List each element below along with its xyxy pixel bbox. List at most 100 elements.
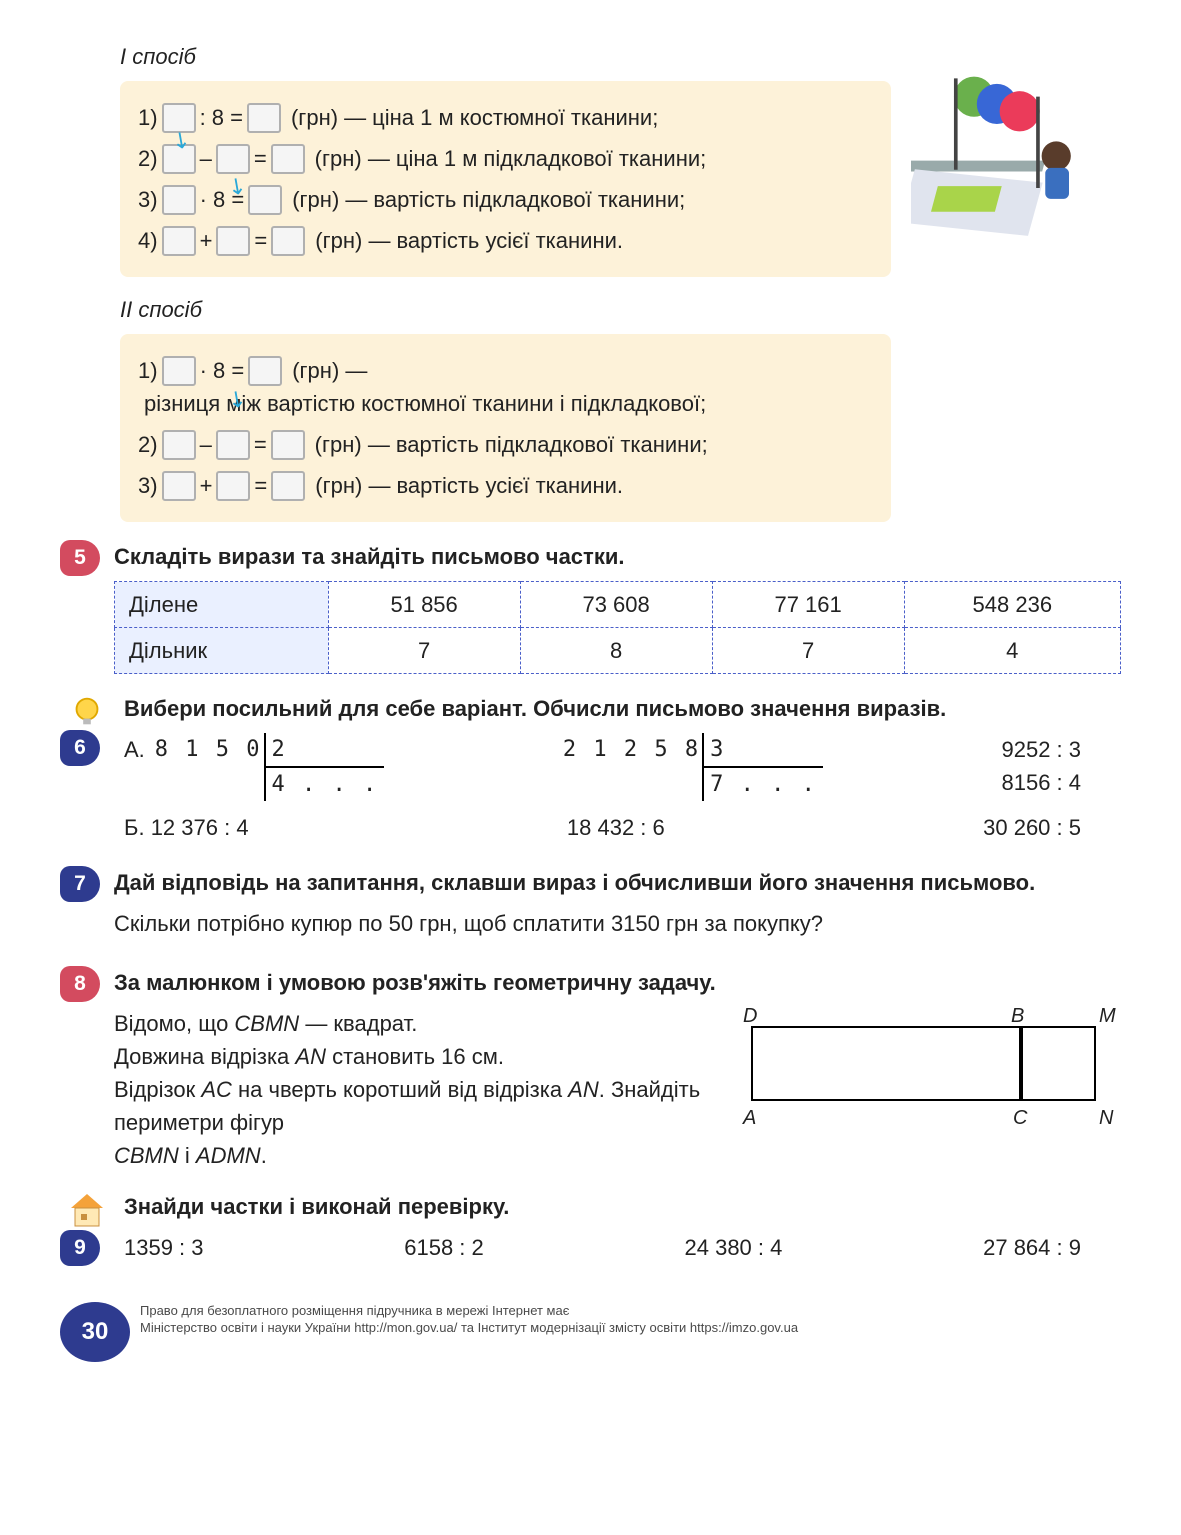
cell: 4: [904, 628, 1120, 674]
blank-box[interactable]: [216, 226, 250, 256]
task7-text: Скільки потрібно купюр по 50 грн, щоб сп…: [114, 907, 1121, 940]
op: : 8 =: [200, 101, 243, 134]
task-number-7: 7: [60, 866, 100, 902]
variant-a: А.: [124, 733, 145, 801]
blank-box[interactable]: [162, 103, 196, 133]
expression: 1359 : 3: [124, 1231, 204, 1264]
house-icon: [67, 1190, 107, 1230]
task-8: 8 За малюнком і умовою розв'яжіть геомет…: [60, 966, 1121, 1172]
blank-box[interactable]: [271, 226, 305, 256]
blank-box[interactable]: [271, 144, 305, 174]
blank-box[interactable]: [271, 430, 305, 460]
blank-box[interactable]: [162, 144, 196, 174]
m1-line4-num: 4): [138, 224, 158, 257]
op: –: [200, 428, 212, 461]
expression: 8156 : 4: [1001, 766, 1081, 799]
geometry-diagram: D B M A C N: [741, 1011, 1121, 1121]
task-5: 5 Складіть вирази та знайдіть письмово ч…: [60, 540, 1121, 674]
task-number-6: 6: [60, 730, 100, 766]
task8-title: За малюнком і умовою розв'яжіть геометри…: [114, 966, 1121, 999]
cell: 8: [520, 628, 712, 674]
unit: (грн) —: [315, 428, 390, 461]
expression: 6158 : 2: [404, 1231, 484, 1264]
desc: різниця між вартістю костюмної тканини і…: [144, 387, 706, 420]
task-number-5: 5: [60, 540, 100, 576]
task6-title: Вибери посильний для себе варіант. Обчис…: [124, 692, 1121, 725]
m2-line3-num: 3): [138, 469, 158, 502]
footer-text: Право для безоплатного розміщення підруч…: [140, 1303, 798, 1337]
eq: =: [254, 224, 267, 257]
blank-box[interactable]: [271, 471, 305, 501]
blank-box[interactable]: [162, 471, 196, 501]
blank-box[interactable]: [162, 226, 196, 256]
op: +: [200, 469, 213, 502]
op: · 8 =: [200, 354, 245, 387]
row-label: Ділене: [115, 582, 329, 628]
desc: ціна 1 м підкладкової тканини;: [396, 142, 706, 175]
method1-box: ↘ ↘ 1) : 8 = (грн) — ціна 1 м костюмної …: [120, 81, 891, 277]
cell: 548 236: [904, 582, 1120, 628]
sewing-illustration: [911, 51, 1101, 261]
expression: 12 376 : 4: [151, 815, 249, 840]
unit: (грн) —: [292, 183, 367, 216]
desc: вартість підкладкової тканини;: [373, 183, 685, 216]
cell: 73 608: [520, 582, 712, 628]
desc: вартість підкладкової тканини;: [396, 428, 708, 461]
task8-text: Відомо, що CBMN — квадрат. Довжина відрі…: [114, 1007, 721, 1172]
task-number-9: 9: [60, 1230, 100, 1266]
method2-title: II спосіб: [120, 293, 1121, 326]
op: +: [200, 224, 213, 257]
task7-title: Дай відповідь на запитання, склавши вира…: [114, 866, 1121, 899]
unit: (грн) —: [292, 354, 367, 387]
eq: =: [254, 428, 267, 461]
m2-line2-num: 2): [138, 428, 158, 461]
m1-line2-num: 2): [138, 142, 158, 175]
blank-box[interactable]: [216, 144, 250, 174]
task-6: 6 Вибери посильний для себе варіант. Обч…: [60, 692, 1121, 848]
task9-title: Знайди частки і виконай перевірку.: [124, 1190, 1121, 1223]
expression: 27 864 : 9: [983, 1231, 1081, 1264]
desc: вартість усієї тканини.: [396, 224, 623, 257]
desc: ціна 1 м костюмної тканини;: [372, 101, 658, 134]
task5-title: Складіть вирази та знайдіть письмово час…: [114, 540, 1121, 573]
expression: 18 432 : 6: [567, 811, 665, 844]
blank-box[interactable]: [162, 356, 196, 386]
blank-box[interactable]: [216, 471, 250, 501]
m1-line3-num: 3): [138, 183, 158, 216]
task-number-8: 8: [60, 966, 100, 1002]
op: –: [200, 142, 212, 175]
eq: =: [254, 469, 267, 502]
method2-box: ↘ 1) · 8 = (грн) — різниця між вартістю …: [120, 334, 891, 522]
task5-table: Ділене 51 856 73 608 77 161 548 236 Діль…: [114, 581, 1121, 674]
cell: 77 161: [712, 582, 904, 628]
cell: 7: [328, 628, 520, 674]
op: · 8 =: [200, 183, 245, 216]
expression: 24 380 : 4: [685, 1231, 783, 1264]
unit: (грн) —: [315, 469, 390, 502]
task-7: 7 Дай відповідь на запитання, склавши ви…: [60, 866, 1121, 948]
m1-line1-num: 1): [138, 101, 158, 134]
unit: (грн) —: [291, 101, 366, 134]
blank-box[interactable]: [248, 185, 282, 215]
blank-box[interactable]: [162, 430, 196, 460]
unit: (грн) —: [315, 224, 390, 257]
unit: (грн) —: [315, 142, 390, 175]
variant-b: Б.: [124, 815, 145, 840]
page-number: 30: [60, 1302, 130, 1362]
cell: 7: [712, 628, 904, 674]
long-division: 8 1 5 0 24 . . .: [155, 733, 384, 801]
expression: 9252 : 3: [1001, 733, 1081, 766]
lightbulb-icon: [68, 692, 106, 730]
long-division: 2 1 2 5 8 37 . . .: [563, 733, 823, 801]
cell: 51 856: [328, 582, 520, 628]
blank-box[interactable]: [162, 185, 196, 215]
m2-line1-num: 1): [138, 354, 158, 387]
blank-box[interactable]: [247, 103, 281, 133]
eq: =: [254, 142, 267, 175]
task-9: 9 Знайди частки і виконай перевірку. 135…: [60, 1190, 1121, 1268]
expression: 30 260 : 5: [983, 811, 1081, 844]
desc: вартість усієї тканини.: [396, 469, 623, 502]
blank-box[interactable]: [216, 430, 250, 460]
row-label: Дільник: [115, 628, 329, 674]
blank-box[interactable]: [248, 356, 282, 386]
